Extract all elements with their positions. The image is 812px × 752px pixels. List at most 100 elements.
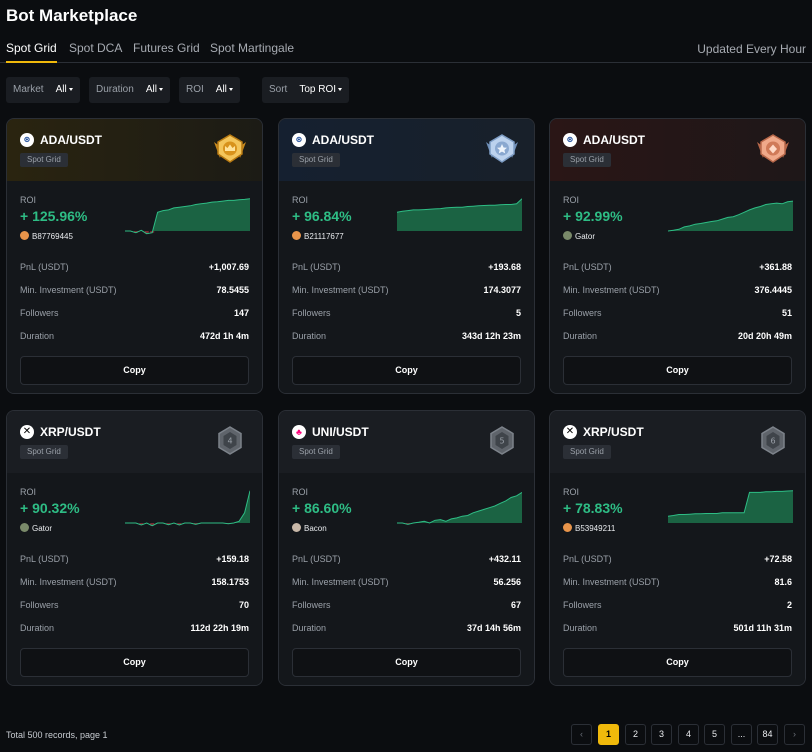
roi-sparkline [396, 193, 523, 241]
stat-row-pnl: PnL (USDT) +432.11 [292, 554, 521, 568]
stat-row-min: Min. Investment (USDT) 78.5455 [20, 285, 249, 299]
tab-spot-martingale[interactable]: Spot Martingale [210, 41, 295, 55]
stat-label: PnL (USDT) [563, 262, 612, 272]
stat-row-min: Min. Investment (USDT) 81.6 [563, 577, 792, 591]
copy-button[interactable]: Copy [563, 648, 792, 677]
stat-value: 81.6 [774, 577, 792, 587]
page-button[interactable]: 3 [651, 724, 672, 745]
roi-sparkline [397, 485, 523, 533]
copy-button[interactable]: Copy [563, 356, 792, 385]
stat-label: PnL (USDT) [20, 262, 69, 272]
stat-value: +432.11 [488, 554, 521, 564]
caret-down-icon [338, 87, 343, 91]
stat-value: 70 [238, 600, 249, 610]
svg-text:6: 6 [770, 437, 775, 446]
page-ellipsis[interactable]: ... [731, 724, 752, 745]
stat-row-pnl: PnL (USDT) +193.68 [292, 262, 521, 276]
bot-card[interactable]: ⊛ ADA/USDT Spot Grid ROI + 96.84% B21117677 Pn… [278, 118, 535, 394]
copy-button[interactable]: Copy [20, 356, 249, 385]
stat-row-pnl: PnL (USDT) +159.18 [20, 554, 249, 568]
stat-value: +1,007.69 [208, 262, 249, 272]
stat-value: 158.1753 [211, 577, 249, 587]
page-button[interactable]: 4 [678, 724, 699, 745]
prev-page-button[interactable]: ‹ [571, 724, 592, 745]
stat-value: 78.5455 [216, 285, 249, 295]
stat-label: PnL (USDT) [20, 554, 69, 564]
filter-value: All [145, 84, 157, 95]
copy-button[interactable]: Copy [292, 648, 521, 677]
card-body: ROI + 96.84% B21117677 PnL (USDT) +193.68 Min… [279, 181, 534, 393]
stat-row-min: Min. Investment (USDT) 158.1753 [20, 577, 249, 591]
filter-value: All [215, 84, 227, 95]
stat-value: +193.68 [488, 262, 521, 272]
bot-type-tag: Spot Grid [292, 153, 340, 167]
stat-value: 472d 1h 4m [199, 331, 249, 341]
tab-spot-dca[interactable]: Spot DCA [69, 41, 123, 55]
rank-hexagon-icon: 4 [210, 424, 250, 458]
bot-type-tag: Spot Grid [292, 445, 340, 459]
stat-label: Followers [20, 308, 59, 318]
page-button[interactable]: 5 [704, 724, 725, 745]
roi-filter[interactable]: ROI All [179, 77, 240, 103]
roi-value: + 92.99% [563, 208, 623, 224]
bot-card[interactable]: ✕ XRP/USDT Spot Grid 6 ROI + 78.83% B53949211 P… [549, 410, 806, 686]
avatar-icon [20, 231, 29, 240]
trader-name[interactable]: Gator [20, 523, 52, 533]
trader-name[interactable]: B21117677 [292, 231, 344, 241]
stat-label: Min. Investment (USDT) [563, 577, 660, 587]
stat-row-duration: Duration 37d 14h 56m [292, 623, 521, 637]
avatar-icon [292, 523, 301, 532]
stat-row-duration: Duration 343d 12h 23m [292, 331, 521, 345]
trader-label: Gator [575, 232, 596, 241]
trader-label: Gator [32, 524, 53, 533]
trader-name[interactable]: Gator [563, 231, 595, 241]
next-page-button[interactable]: › [784, 724, 805, 745]
page-button[interactable]: 84 [757, 724, 778, 745]
bot-type-tabs: Spot Grid Spot DCA Futures Grid Spot Mar… [0, 40, 812, 63]
stat-label: Min. Investment (USDT) [20, 577, 117, 587]
stat-label: Min. Investment (USDT) [292, 577, 389, 587]
roi-value: + 90.32% [20, 500, 80, 516]
card-body: ROI + 78.83% B53949211 PnL (USDT) +72.58 Min.… [550, 473, 805, 685]
sort-filter[interactable]: Sort Top ROI [262, 77, 350, 103]
stat-label: Min. Investment (USDT) [563, 285, 660, 295]
stat-row-followers: Followers 5 [292, 308, 521, 322]
stat-row-followers: Followers 2 [563, 600, 792, 614]
trader-name[interactable]: B53949211 [563, 523, 615, 533]
ada-icon: ⊛ [292, 133, 306, 147]
stat-label: Followers [563, 600, 602, 610]
avatar-icon [20, 523, 29, 532]
avatar-icon [292, 231, 301, 240]
bot-card[interactable]: ⊛ ADA/USDT Spot Grid ROI + 125.96% B87769445 P… [6, 118, 263, 394]
market-filter[interactable]: Market All [6, 77, 80, 103]
stat-value: 2 [786, 600, 792, 610]
duration-filter[interactable]: Duration All [89, 77, 170, 103]
bot-card[interactable]: ✕ XRP/USDT Spot Grid 4 ROI + 90.32% Gator PnL (… [6, 410, 263, 686]
roi-label: ROI [292, 487, 309, 497]
roi-label: ROI [292, 195, 309, 205]
card-body: ROI + 86.60% Bacon PnL (USDT) +432.11 Min. In… [279, 473, 534, 685]
stat-value: +361.88 [759, 262, 792, 272]
trader-name[interactable]: B87769445 [20, 231, 73, 241]
page-button[interactable]: 2 [625, 724, 646, 745]
bot-card[interactable]: ⊛ ADA/USDT Spot Grid ROI + 92.99% Gator PnL (U… [549, 118, 806, 394]
tab-futures-grid[interactable]: Futures Grid [133, 41, 200, 55]
pagination-total: Total 500 records, page 1 [6, 730, 108, 740]
bronze-medal-icon [753, 132, 793, 166]
stat-value: +72.58 [764, 554, 792, 564]
trader-name[interactable]: Bacon [292, 523, 327, 533]
stat-value: 147 [233, 308, 249, 318]
filter-label: Duration [96, 84, 134, 95]
copy-button[interactable]: Copy [20, 648, 249, 677]
stat-value: 174.3077 [483, 285, 521, 295]
tab-spot-grid[interactable]: Spot Grid [6, 41, 57, 63]
bot-type-tag: Spot Grid [563, 153, 611, 167]
stat-label: Followers [563, 308, 602, 318]
bot-card[interactable]: ♣ UNI/USDT Spot Grid 5 ROI + 86.60% Bacon PnL (… [278, 410, 535, 686]
page-button[interactable]: 1 [598, 724, 619, 745]
roi-label: ROI [563, 195, 580, 205]
card-header: ⊛ ADA/USDT Spot Grid [550, 119, 805, 181]
bot-type-tag: Spot Grid [20, 153, 68, 167]
copy-button[interactable]: Copy [292, 356, 521, 385]
trading-pair: ADA/USDT [312, 133, 374, 147]
